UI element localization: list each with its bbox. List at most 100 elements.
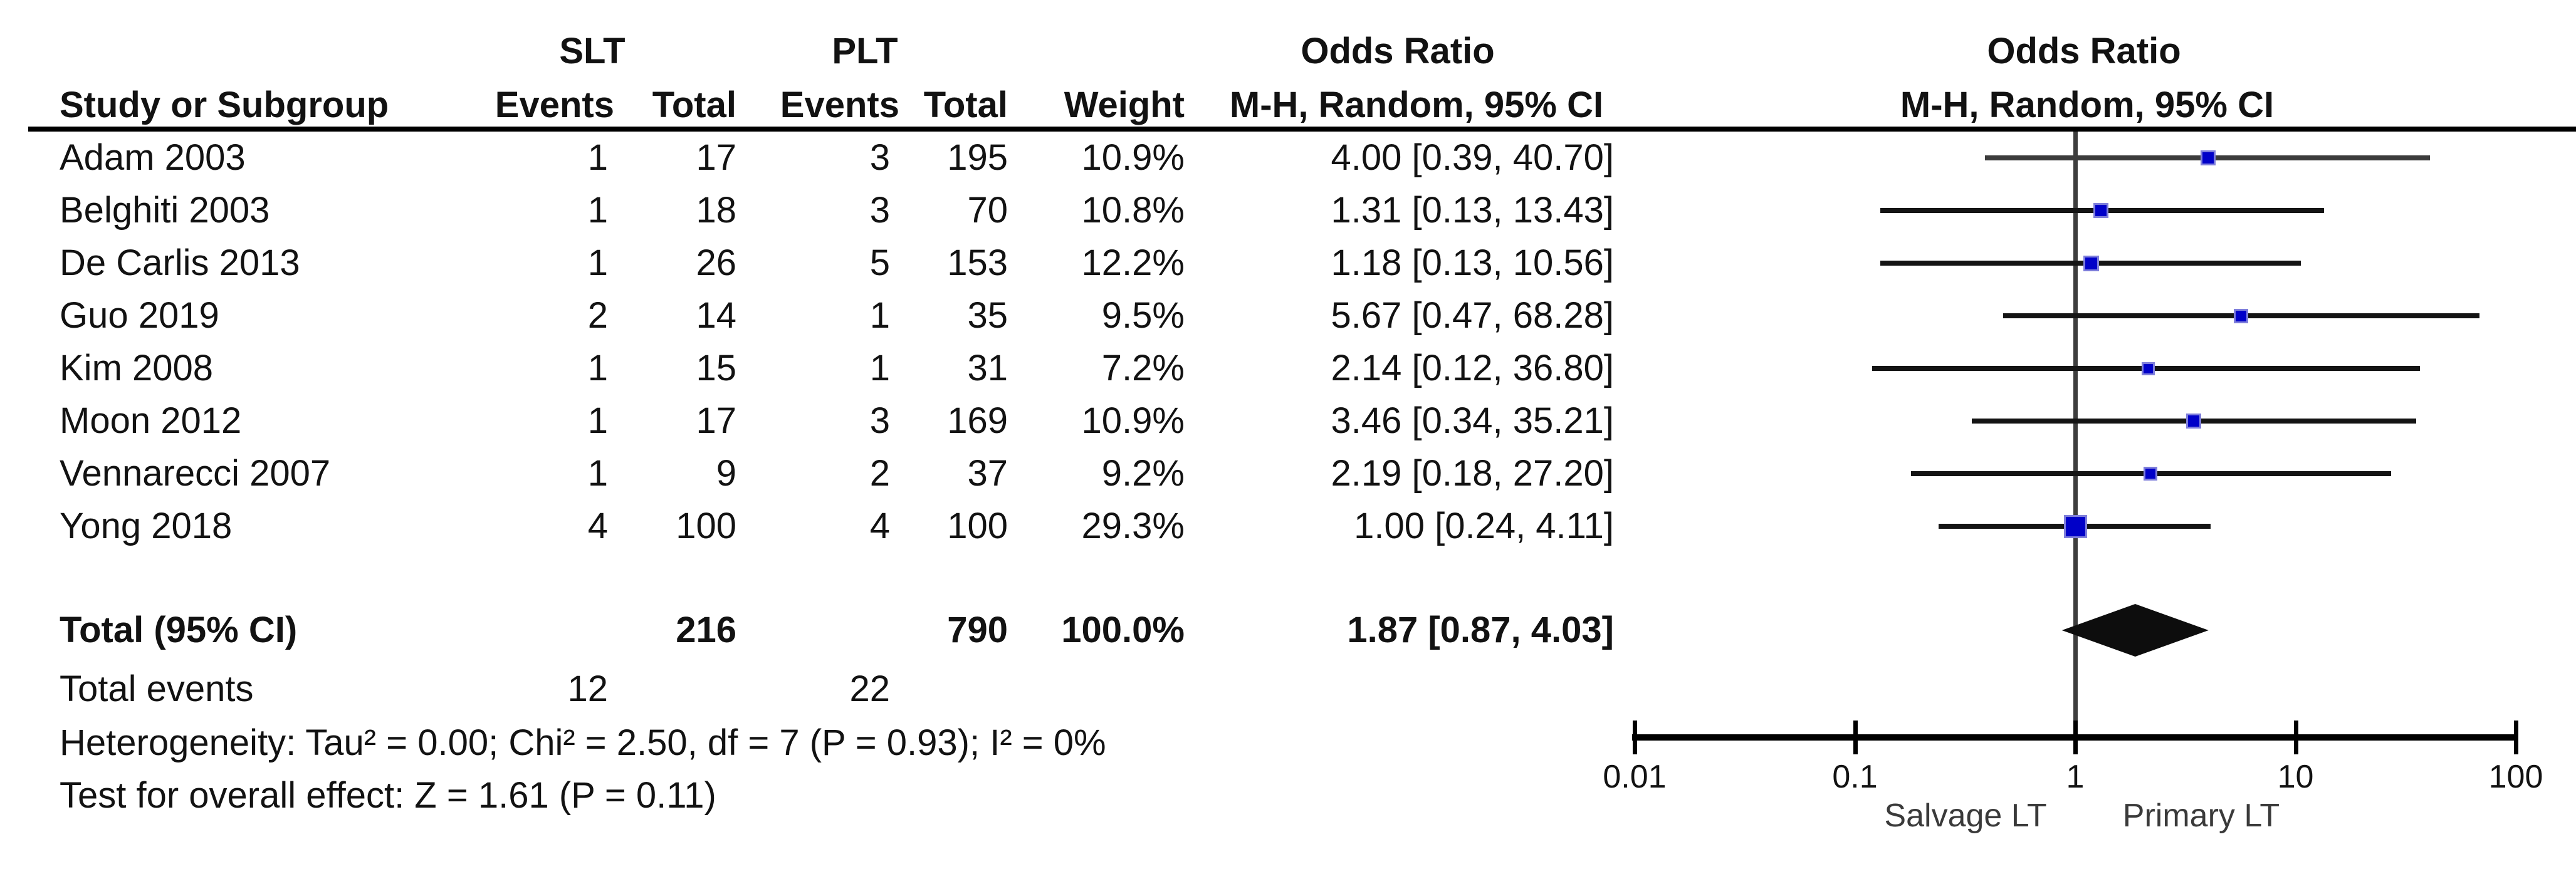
study-name: Moon 2012 [60, 400, 242, 441]
weight-value: 10.9% [1081, 400, 1185, 441]
header-plt-total: Total [923, 85, 1008, 125]
slt-events-value: 1 [587, 137, 608, 178]
weight-value: 12.2% [1081, 242, 1185, 283]
or-ci-value: 1.18 [0.13, 10.56] [1331, 242, 1614, 283]
or-ci-value: 1.31 [0.13, 13.43] [1331, 190, 1614, 231]
total-or-ci: 1.87 [0.87, 4.03] [1347, 610, 1614, 650]
slt-total-value: 17 [696, 137, 736, 178]
effect-square [2186, 414, 2202, 429]
slt-total-value: 100 [676, 506, 736, 546]
effect-square [2083, 255, 2099, 271]
total-weight: 100.0% [1061, 610, 1185, 650]
plt-total-value: 70 [967, 190, 1008, 231]
slt-total-value: 18 [696, 190, 736, 231]
slt-total-value: 9 [716, 453, 736, 494]
slt-events-value: 1 [587, 190, 608, 231]
effect-square [2063, 514, 2087, 538]
header-slt-total: Total [652, 85, 736, 125]
or-ci-value: 1.00 [0.24, 4.11] [1354, 506, 1614, 546]
study-name: Adam 2003 [60, 137, 246, 178]
slt-events-value: 1 [587, 242, 608, 283]
slt-total-value: 15 [696, 348, 736, 388]
header-mh-ci-text: M-H, Random, 95% CI [1229, 85, 1604, 125]
or-ci-value: 2.14 [0.12, 36.80] [1331, 348, 1614, 388]
study-name: Yong 2018 [60, 506, 233, 546]
axis-tick [2514, 721, 2518, 754]
plt-total-value: 195 [947, 137, 1008, 178]
plt-total-value: 37 [967, 453, 1008, 494]
header-study: Study or Subgroup [60, 85, 389, 125]
axis-right-label: Primary LT [2122, 798, 2280, 834]
study-name: De Carlis 2013 [60, 242, 300, 283]
header-slt-events: Events [495, 85, 614, 125]
slt-events-value: 1 [587, 400, 608, 441]
slt-total-value: 14 [696, 295, 736, 336]
total-plt-n: 790 [947, 610, 1008, 650]
or-ci-value: 5.67 [0.47, 68.28] [1331, 295, 1614, 336]
study-name: Guo 2019 [60, 295, 219, 336]
plt-events-value: 4 [869, 506, 890, 546]
col-group-odds-ratio: Odds Ratio [1301, 31, 1495, 71]
effect-square [2234, 308, 2249, 323]
weight-value: 7.2% [1101, 348, 1185, 388]
weight-value: 10.9% [1081, 137, 1185, 178]
plot-title-odds-ratio: Odds Ratio [1987, 31, 2181, 71]
study-name: Belghiti 2003 [60, 190, 270, 231]
plt-total-value: 31 [967, 348, 1008, 388]
total-slt-n: 216 [676, 610, 736, 650]
slt-events-value: 1 [587, 453, 608, 494]
plt-total-value: 169 [947, 400, 1008, 441]
plt-events-value: 1 [869, 295, 890, 336]
plt-events-value: 3 [869, 400, 890, 441]
study-name: Kim 2008 [60, 348, 214, 388]
effect-square [2141, 362, 2155, 375]
or-ci-value: 4.00 [0.39, 40.70] [1331, 137, 1614, 178]
study-name: Vennarecci 2007 [60, 453, 331, 494]
plt-events-value: 1 [869, 348, 890, 388]
axis-tick-label: 0.01 [1603, 759, 1667, 795]
axis-tick-label: 1 [2066, 759, 2085, 795]
axis-tick [1633, 721, 1637, 754]
plt-total-value: 35 [967, 295, 1008, 336]
weight-value: 29.3% [1081, 506, 1185, 546]
slt-events-value: 1 [587, 348, 608, 388]
axis-tick-label: 0.1 [1832, 759, 1878, 795]
effect-square [2143, 467, 2157, 481]
or-ci-value: 3.46 [0.34, 35.21] [1331, 400, 1614, 441]
plt-events-value: 2 [869, 453, 890, 494]
axis-tick-label: 100 [2488, 759, 2543, 795]
total-label: Total (95% CI) [60, 610, 298, 650]
null-effect-line [2073, 132, 2078, 737]
header-rule [28, 127, 2576, 132]
header-plt-events: Events [780, 85, 899, 125]
header-mh-ci-plot: M-H, Random, 95% CI [1900, 85, 2275, 125]
or-ci-value: 2.19 [0.18, 27.20] [1331, 453, 1614, 494]
total-events-plt: 22 [849, 669, 890, 709]
col-group-slt: SLT [559, 31, 626, 71]
weight-value: 10.8% [1081, 190, 1185, 231]
weight-value: 9.5% [1101, 295, 1185, 336]
axis-tick-label: 10 [2277, 759, 2314, 795]
axis-tick [2073, 721, 2078, 754]
effect-square [2093, 203, 2109, 218]
axis-left-label: Salvage LT [1884, 798, 2047, 834]
col-group-plt: PLT [832, 31, 898, 71]
slt-events-value: 4 [587, 506, 608, 546]
header-weight: Weight [1064, 85, 1185, 125]
axis-tick [1853, 721, 1858, 754]
slt-total-value: 17 [696, 400, 736, 441]
plt-events-value: 3 [869, 137, 890, 178]
plt-total-value: 153 [947, 242, 1008, 283]
slt-events-value: 2 [587, 295, 608, 336]
total-events-slt: 12 [567, 669, 608, 709]
summary-diamond [2061, 604, 2209, 657]
total-events-label: Total events [60, 669, 254, 709]
plt-total-value: 100 [947, 506, 1008, 546]
effect-square [2200, 150, 2216, 165]
overall-effect-text: Test for overall effect: Z = 1.61 (P = 0… [60, 775, 716, 816]
heterogeneity-text: Heterogeneity: Tau² = 0.00; Chi² = 2.50,… [60, 722, 1106, 763]
slt-total-value: 26 [696, 242, 736, 283]
weight-value: 9.2% [1101, 453, 1185, 494]
plt-events-value: 3 [869, 190, 890, 231]
